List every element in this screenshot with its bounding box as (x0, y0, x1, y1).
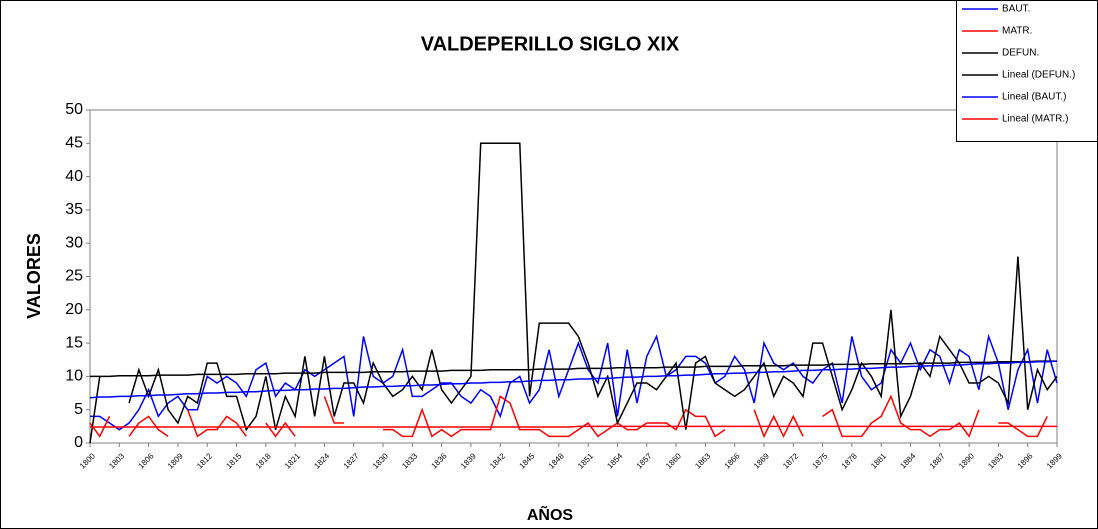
legend-label: DEFUN. (1002, 48, 1039, 59)
legend-label: MATR. (1002, 26, 1032, 37)
legend-box (956, 0, 1098, 142)
y-tick-label: 45 (65, 135, 83, 152)
series-line (90, 425, 1057, 428)
y-tick-label: 50 (65, 101, 83, 118)
y-tick-label: 40 (65, 168, 83, 185)
y-tick-label: 0 (74, 434, 83, 451)
chart-title: VALDEPERILLO SIGLO XIX (421, 33, 680, 55)
legend-label: Lineal (MATR.) (1002, 114, 1069, 125)
y-tick-label: 10 (65, 368, 83, 385)
plot-area (89, 109, 1058, 444)
series-line (89, 142, 1058, 444)
legend-label: BAUT. (1002, 4, 1030, 15)
y-tick-label: 30 (65, 234, 83, 251)
y-tick-label: 15 (65, 334, 83, 351)
y-tick-label: 20 (65, 301, 83, 318)
legend-label: Lineal (DEFUN.) (1002, 70, 1075, 81)
legend-label: Lineal (BAUT.) (1002, 92, 1066, 103)
x-axis-label: AÑOS (527, 504, 574, 524)
y-tick-label: 25 (65, 268, 83, 285)
series-line (89, 360, 1058, 399)
y-axis-label: VALORES (24, 233, 44, 319)
y-tick-label: 5 (74, 401, 83, 418)
series-line (90, 360, 1057, 378)
y-tick-label: 35 (65, 201, 83, 218)
